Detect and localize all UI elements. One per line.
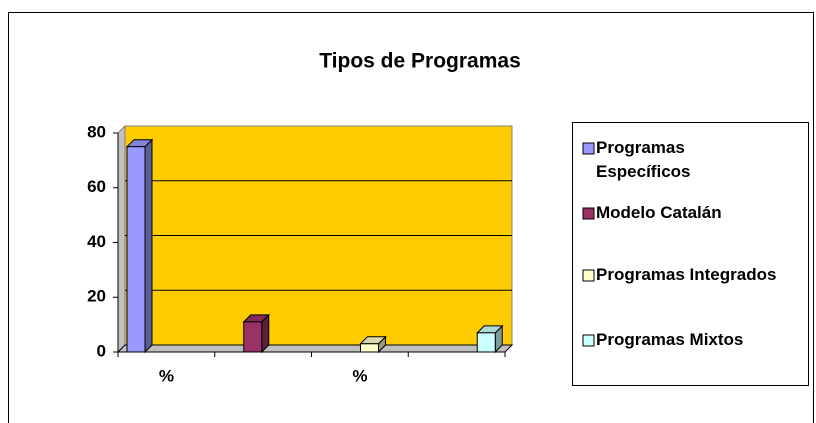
bar — [360, 343, 379, 353]
y-tick-label: 80 — [87, 122, 106, 141]
bar — [126, 146, 146, 353]
bar-side — [144, 138, 153, 354]
legend-swatch — [582, 142, 595, 155]
x-tick-label: % — [352, 366, 367, 385]
legend-box — [572, 122, 809, 386]
legend-label: Programas Integrados — [596, 265, 777, 284]
y-tick-label: 20 — [87, 287, 106, 306]
side-wall — [117, 124, 126, 354]
y-tick-label: 60 — [87, 177, 106, 196]
bar — [243, 321, 263, 353]
legend-label: Programas Específicos — [596, 138, 691, 181]
y-tick-label: 40 — [87, 232, 106, 251]
legend-swatch — [582, 334, 595, 347]
legend-swatch — [582, 269, 595, 282]
chart-title: Tipos de Programas — [319, 50, 521, 73]
legend-label: Modelo Catalán — [596, 203, 722, 222]
y-tick-label: 0 — [97, 341, 106, 360]
legend-label: Programas Mixtos — [596, 330, 744, 349]
x-tick-label: % — [159, 366, 174, 385]
bar — [476, 332, 496, 353]
legend-swatch — [582, 207, 595, 220]
plot-floor — [116, 344, 514, 353]
